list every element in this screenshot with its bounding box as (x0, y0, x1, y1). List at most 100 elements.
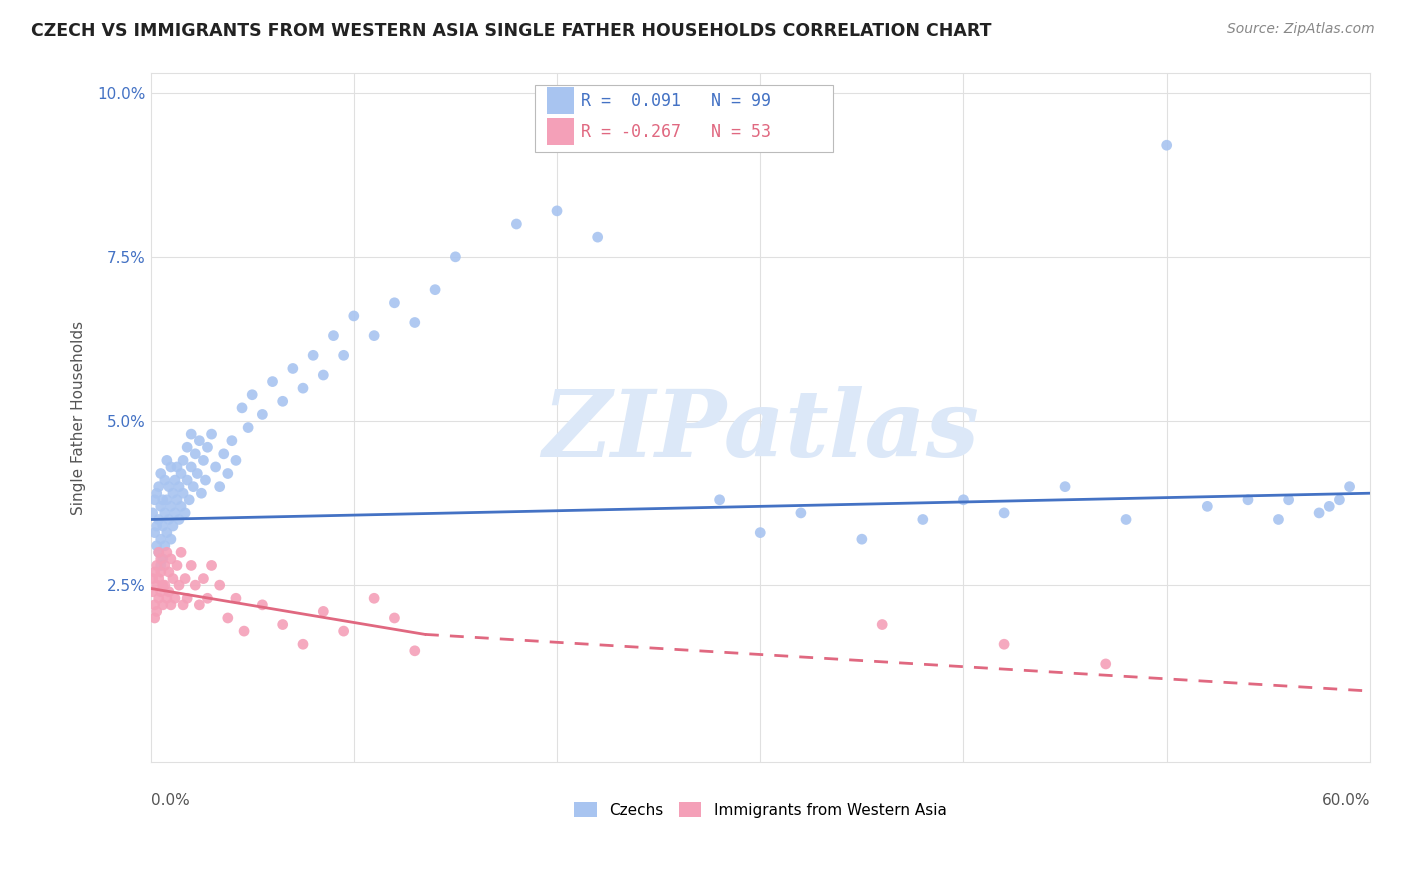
Point (142, 572, 165, 586)
Point (157, 584, 180, 599)
Point (1094, 657, 1116, 671)
Point (157, 565, 180, 579)
Point (148, 545, 170, 559)
Point (993, 506, 1015, 520)
Point (200, 427, 222, 442)
Point (143, 565, 166, 579)
Point (145, 578, 167, 592)
Point (281, 361, 304, 376)
Point (993, 637, 1015, 651)
Point (332, 348, 354, 362)
Bar (547, 87, 574, 114)
Bar (547, 118, 574, 145)
Point (145, 486, 167, 500)
Point (197, 440, 219, 454)
Point (404, 316, 426, 330)
Point (952, 492, 974, 507)
Point (166, 492, 188, 507)
Point (188, 434, 211, 448)
Point (204, 459, 226, 474)
Point (167, 480, 190, 494)
Point (181, 480, 204, 494)
Point (1197, 500, 1219, 514)
Point (225, 453, 247, 467)
Point (423, 283, 446, 297)
Point (152, 552, 174, 566)
Point (217, 467, 239, 481)
Point (148, 480, 170, 494)
Point (709, 492, 731, 507)
Point (1317, 500, 1340, 514)
Point (156, 453, 179, 467)
Point (148, 591, 170, 606)
Point (166, 558, 188, 573)
Point (221, 434, 243, 448)
Point (312, 604, 335, 618)
Point (1339, 480, 1361, 494)
Point (790, 506, 813, 520)
Point (145, 558, 167, 573)
Point (143, 611, 166, 625)
Point (176, 591, 198, 606)
Point (156, 591, 179, 606)
Point (149, 532, 172, 546)
Point (166, 459, 188, 474)
Point (236, 420, 259, 434)
Point (870, 617, 893, 632)
Point (170, 500, 193, 514)
Point (444, 250, 467, 264)
Point (749, 525, 772, 540)
Point (312, 368, 335, 382)
Point (1237, 492, 1260, 507)
Text: R = -0.267   N = 53: R = -0.267 N = 53 (581, 122, 770, 141)
Point (157, 480, 180, 494)
Legend: Czechs, Immigrants from Western Asia: Czechs, Immigrants from Western Asia (568, 796, 953, 823)
Point (1308, 506, 1330, 520)
Point (153, 558, 176, 573)
Point (148, 572, 170, 586)
Point (163, 473, 186, 487)
Point (271, 617, 294, 632)
Point (1267, 512, 1289, 526)
Point (153, 506, 176, 520)
Point (153, 539, 176, 553)
Point (145, 539, 167, 553)
Point (143, 598, 166, 612)
Point (1115, 512, 1137, 526)
Point (193, 453, 215, 467)
Point (208, 578, 231, 592)
Point (188, 598, 211, 612)
Point (148, 545, 170, 559)
Point (193, 572, 215, 586)
Point (160, 598, 183, 612)
Point (200, 558, 222, 573)
Point (179, 492, 201, 507)
Point (197, 591, 219, 606)
Point (157, 512, 180, 526)
Point (851, 532, 873, 546)
Point (142, 506, 165, 520)
Point (148, 512, 170, 526)
Point (153, 473, 176, 487)
Point (505, 217, 527, 231)
Point (156, 525, 179, 540)
Point (292, 637, 315, 651)
Text: R =  0.091   N = 99: R = 0.091 N = 99 (581, 92, 770, 110)
Point (217, 611, 239, 625)
Point (152, 519, 174, 533)
Point (184, 578, 207, 592)
Point (190, 486, 212, 500)
Point (172, 598, 194, 612)
Point (152, 578, 174, 592)
FancyBboxPatch shape (534, 85, 834, 153)
Point (170, 545, 193, 559)
Point (167, 578, 190, 592)
Point (343, 309, 366, 323)
Point (1329, 492, 1351, 507)
Text: 60.0%: 60.0% (1322, 794, 1369, 808)
Y-axis label: Single Father Households: Single Father Households (72, 320, 86, 515)
Point (152, 598, 174, 612)
Point (153, 578, 176, 592)
Point (172, 486, 194, 500)
Text: Source: ZipAtlas.com: Source: ZipAtlas.com (1227, 22, 1375, 37)
